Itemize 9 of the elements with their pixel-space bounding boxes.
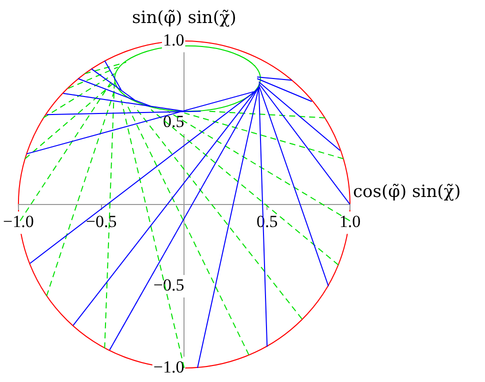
x-tick-label: −0.5 [86, 212, 117, 232]
x-axis-title: cos(φ̃) sin(χ̃) [353, 182, 461, 202]
y-tick-label: −0.5 [153, 276, 184, 295]
y-tick-label: 0.5 [162, 112, 184, 132]
x-tick-label: 1.0 [339, 212, 361, 232]
y-tick-label: 1.0 [162, 30, 184, 50]
x-tick-label: −1.0 [2, 212, 34, 232]
y-axis-title: sin(φ̃) sin(χ̃) [132, 8, 236, 28]
y-tick-label: −1.0 [153, 357, 184, 376]
